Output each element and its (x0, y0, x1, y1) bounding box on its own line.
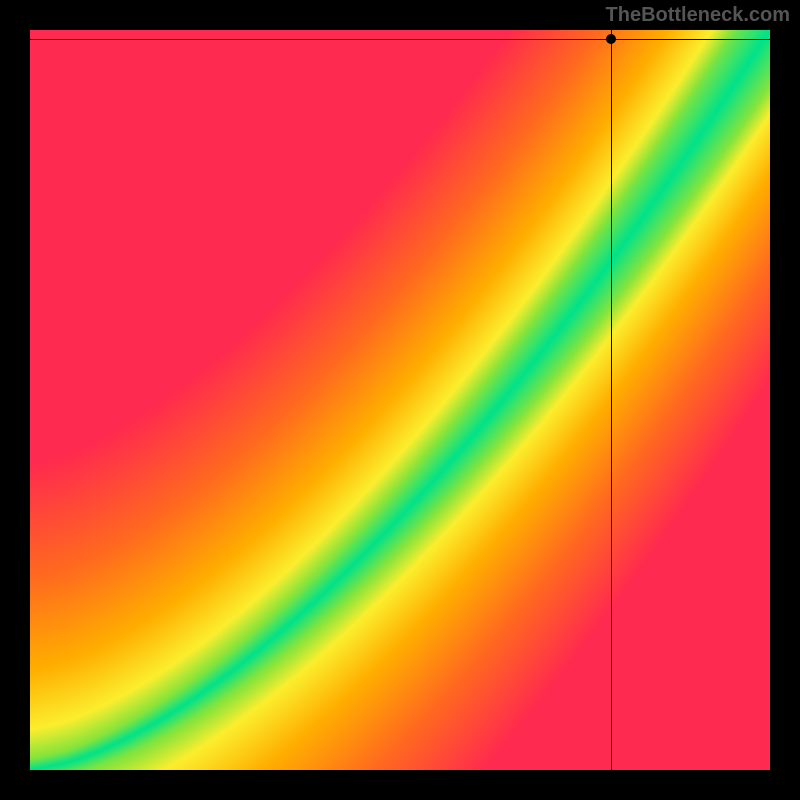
crosshair-vertical (611, 30, 612, 770)
heatmap-canvas (30, 30, 770, 770)
watermark-text: TheBottleneck.com (606, 4, 790, 27)
heatmap-plot (30, 30, 770, 770)
crosshair-marker (606, 34, 616, 44)
crosshair-horizontal (30, 39, 770, 40)
